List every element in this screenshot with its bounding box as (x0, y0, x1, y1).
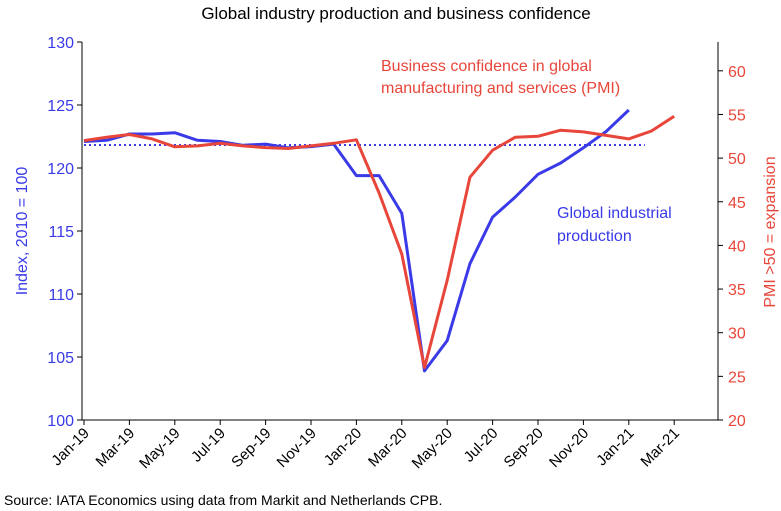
y-tick-label-right: 35 (728, 282, 746, 299)
y-tick-label-left: 105 (47, 350, 74, 367)
x-tick-label: May-20 (409, 425, 456, 472)
x-tick-label: Jul-20 (461, 425, 502, 466)
y-axis-label-right: PMI >50 = expansion (762, 156, 779, 307)
y-tick-label-right: 60 (728, 64, 746, 81)
y-tick-label-left: 120 (47, 161, 74, 178)
axes (77, 41, 723, 425)
annotation-production-line2: production (557, 228, 632, 245)
source-note: Source: IATA Economics using data from M… (4, 492, 443, 508)
y-tick-label-left: 110 (48, 287, 74, 304)
y-axis-label-left: Index, 2010 = 100 (14, 167, 31, 296)
series-lines (83, 108, 676, 373)
tick-labels: 100 105 110 115 120 125 130 20 25 30 35 40 45 50 55 60 J… (47, 35, 746, 472)
y-tick-label-right: 25 (728, 369, 746, 386)
x-tick-label: Mar-21 (637, 425, 683, 471)
series-line-industrial-production (83, 108, 630, 373)
chart: Global industry production and business … (14, 4, 779, 472)
y-tick-label-right: 30 (728, 326, 746, 343)
y-tick-label-left: 130 (47, 35, 74, 52)
x-tick-label: Jul-19 (188, 425, 229, 466)
series-line-pmi (83, 114, 676, 370)
y-tick-label-right: 20 (728, 413, 746, 430)
x-tick-label: May-19 (136, 425, 183, 472)
x-tick-label: Mar-19 (93, 425, 139, 471)
y-tick-label-right: 55 (728, 107, 746, 124)
y-tick-label-right: 40 (728, 238, 746, 255)
y-tick-label-left: 100 (47, 413, 74, 430)
x-tick-label: Nov-20 (546, 425, 592, 471)
x-tick-label: Jan-19 (48, 425, 92, 469)
y-tick-label-left: 115 (48, 224, 74, 241)
chart-title: Global industry production and business … (201, 4, 590, 23)
x-tick-label: Sep-20 (501, 425, 547, 471)
annotation-production-line1: Global industrial (557, 205, 672, 222)
x-tick-label: Sep-19 (228, 425, 274, 471)
annotation-pmi-line2: manufacturing and services (PMI) (381, 80, 620, 97)
y-tick-label-right: 45 (728, 195, 746, 212)
y-tick-label-left: 125 (47, 98, 74, 115)
x-tick-label: Mar-20 (365, 425, 411, 471)
x-tick-label: Nov-19 (274, 425, 320, 471)
annotation-pmi-line1: Business confidence in global (381, 58, 592, 75)
y-tick-label-right: 50 (728, 151, 746, 168)
x-tick-label: Jan-20 (321, 425, 365, 469)
x-tick-label: Jan-21 (593, 425, 637, 469)
